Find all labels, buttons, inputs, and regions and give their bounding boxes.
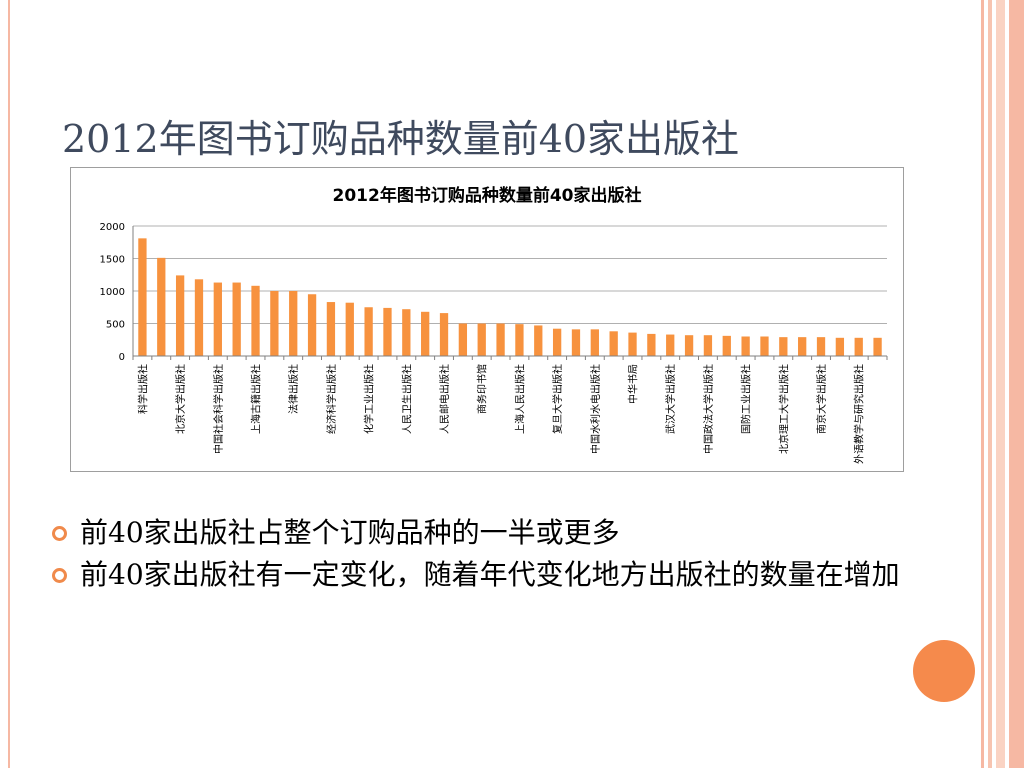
bar <box>402 309 411 356</box>
bar <box>835 337 845 356</box>
bar <box>307 294 317 356</box>
right-frame-stripe-3 <box>996 0 1005 768</box>
bar <box>609 331 618 356</box>
x-tick-label: 化学工业出版社 <box>363 364 376 434</box>
bar <box>477 323 486 356</box>
bar <box>647 333 656 356</box>
bar <box>421 311 430 356</box>
chart-title: 2012年图书订购品种数量前40家出版社 <box>333 185 642 206</box>
bar <box>571 329 581 356</box>
bullet-item: 前40家出版社有一定变化，随着年代变化地方出版社的数量在增加 <box>52 554 952 596</box>
right-frame-stripe-4 <box>1009 0 1024 768</box>
x-tick-label: 中国政法大学出版社 <box>702 364 715 454</box>
bar <box>722 335 731 356</box>
y-tick-label: 2000 <box>100 222 125 233</box>
y-tick-label: 1500 <box>100 255 125 266</box>
bar <box>854 337 863 356</box>
bar <box>590 329 599 356</box>
x-tick-label: 北京理工大学出版社 <box>777 364 790 454</box>
right-frame-stripe-2 <box>988 0 992 768</box>
decorative-circle <box>913 640 975 702</box>
bar-chart: 2012年图书订购品种数量前40家出版社 0 500 1000 1500 2000 科学出版… <box>100 185 888 464</box>
bar <box>666 334 675 356</box>
bar <box>138 238 147 356</box>
bar <box>760 336 769 356</box>
x-tick-label: 国防工业出版社 <box>740 364 753 434</box>
bar <box>515 324 524 356</box>
bullet-text: 前40家出版社有一定变化，随着年代变化地方出版社的数量在增加 <box>80 558 900 591</box>
bar <box>534 325 543 356</box>
bar <box>816 337 826 356</box>
x-tick-label: 外语教学与研究出版社 <box>853 364 866 464</box>
bar <box>703 335 713 356</box>
bar <box>251 285 260 356</box>
bar <box>345 302 354 356</box>
x-tick-label: 北京大学出版社 <box>174 364 187 434</box>
bar <box>779 337 788 356</box>
x-tick-label: 上海古籍出版社 <box>250 364 263 434</box>
bar <box>741 336 750 356</box>
slide-title: 2012年图书订购品种数量前40家出版社 <box>62 117 740 161</box>
bar <box>364 307 373 356</box>
bullet-list: 前40家出版社占整个订购品种的一半或更多 前40家出版社有一定变化，随着年代变化… <box>52 512 952 596</box>
x-tick-label: 中华书局 <box>627 364 640 404</box>
bar <box>232 282 241 356</box>
bullet-text: 前40家出版社占整个订购品种的一半或更多 <box>80 516 620 549</box>
x-tick-label: 南京大学出版社 <box>815 364 828 434</box>
y-tick-label: 500 <box>106 320 125 331</box>
bar <box>213 282 222 356</box>
bar <box>383 307 392 356</box>
x-tick-label: 科学出版社 <box>136 364 149 414</box>
x-tick-label: 上海人民出版社 <box>513 364 526 434</box>
x-tick-label: 人民卫生出版社 <box>400 364 413 434</box>
x-tick-label: 经济科学出版社 <box>325 364 338 434</box>
bar <box>326 302 336 356</box>
x-tick-label: 法律出版社 <box>287 364 300 414</box>
right-frame-stripe-1 <box>981 0 984 768</box>
chart-container: 2012年图书订购品种数量前40家出版社 0 500 1000 1500 2000 科学出版… <box>70 167 904 472</box>
x-tick-label: 中国社会科学出版社 <box>212 364 225 454</box>
bar <box>496 323 505 356</box>
bar <box>458 323 468 356</box>
left-frame-line <box>8 0 10 768</box>
x-tick-label: 人民邮电出版社 <box>438 364 451 434</box>
bar <box>684 335 694 356</box>
bullet-item: 前40家出版社占整个订购品种的一半或更多 <box>52 512 952 554</box>
x-tick-label: 中国水利水电出版社 <box>589 364 602 454</box>
bar <box>270 291 279 356</box>
bullet-icon <box>52 568 67 583</box>
bar <box>552 328 562 356</box>
bar <box>175 275 185 356</box>
bar <box>157 257 166 356</box>
bar <box>289 291 298 356</box>
bar <box>873 337 882 356</box>
x-tick-label: 复旦大学出版社 <box>551 364 564 434</box>
x-tick-label: 武汉大学出版社 <box>664 364 677 434</box>
y-tick-label: 0 <box>119 352 125 363</box>
bullet-icon <box>52 526 67 541</box>
bar <box>194 279 204 356</box>
y-tick-label: 1000 <box>100 287 125 298</box>
bar <box>798 337 807 356</box>
bar <box>439 313 449 356</box>
bar <box>628 332 637 356</box>
x-tick-label: 商务印书馆 <box>476 364 489 414</box>
